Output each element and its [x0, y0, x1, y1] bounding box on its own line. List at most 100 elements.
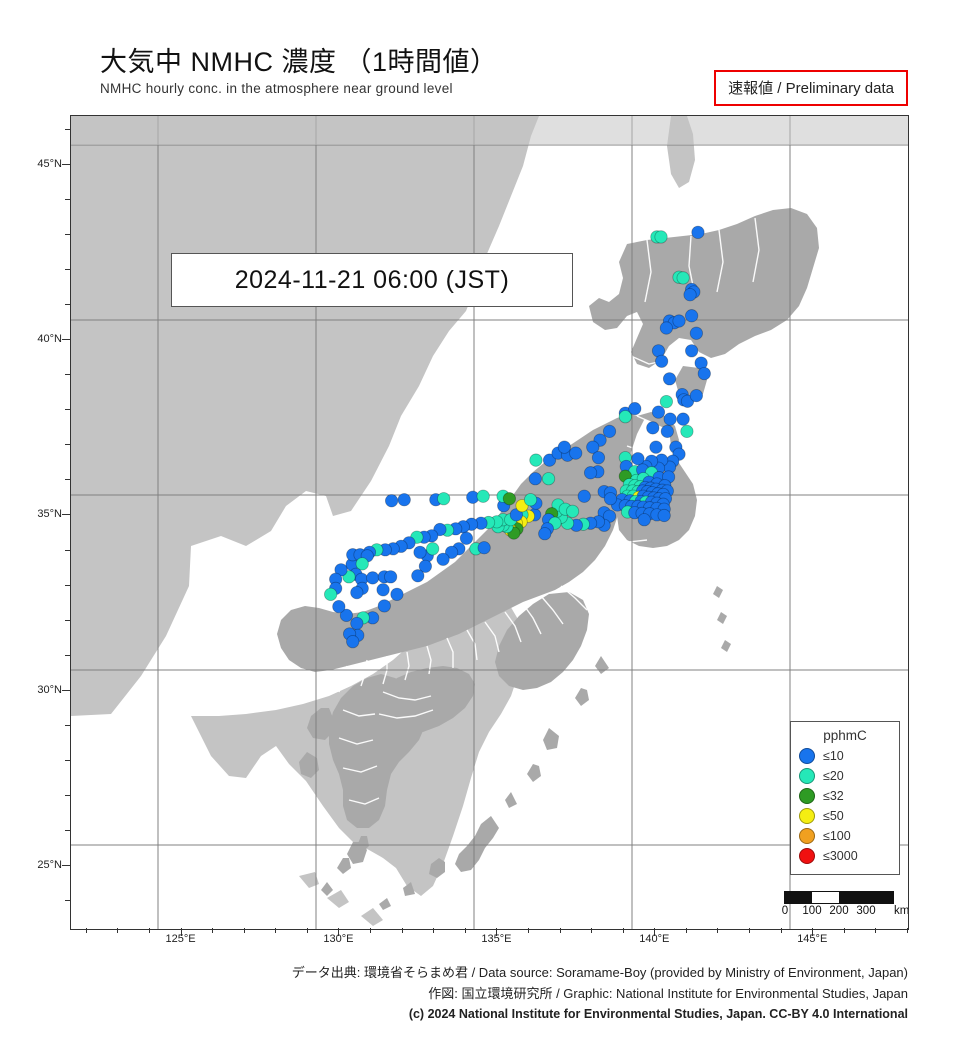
station-marker[interactable] [654, 230, 668, 244]
station-marker[interactable] [646, 421, 660, 435]
legend-row[interactable]: ≤100 [799, 826, 891, 846]
legend-row[interactable]: ≤32 [799, 786, 891, 806]
legend-row[interactable]: ≤50 [799, 806, 891, 826]
station-marker[interactable] [586, 440, 600, 454]
station-marker[interactable] [459, 531, 474, 545]
y-tick-minor [65, 584, 70, 586]
station-marker[interactable] [683, 288, 697, 302]
station-marker[interactable] [324, 587, 338, 601]
kyushu-landmass [299, 674, 425, 864]
station-marker[interactable] [418, 559, 432, 573]
station-marker[interactable] [339, 608, 354, 622]
station-marker[interactable] [502, 492, 516, 506]
legend-label: ≤100 [823, 829, 851, 843]
station-marker[interactable] [637, 513, 651, 527]
station-marker[interactable] [672, 314, 686, 328]
station-marker[interactable] [685, 344, 699, 358]
station-marker[interactable] [651, 405, 666, 419]
y-tick-minor [65, 829, 70, 831]
station-marker[interactable] [346, 635, 360, 649]
station-marker[interactable] [583, 466, 598, 480]
station-marker[interactable] [689, 389, 703, 403]
station-marker[interactable] [376, 583, 390, 597]
x-tick-minor [401, 928, 403, 933]
station-marker[interactable] [411, 569, 425, 583]
station-marker[interactable] [542, 453, 557, 467]
x-tick-minor [148, 928, 150, 933]
station-marker[interactable] [655, 354, 669, 368]
station-marker[interactable] [697, 366, 711, 381]
station-marker[interactable] [390, 587, 404, 601]
station-marker[interactable] [444, 545, 459, 559]
y-tick-mark [62, 689, 70, 691]
station-marker[interactable] [334, 563, 348, 577]
station-marker[interactable] [529, 453, 543, 467]
station-marker[interactable] [602, 424, 617, 438]
station-marker[interactable] [628, 402, 642, 416]
map-plot-area[interactable]: 2024-11-21 06:00 (JST) pphmC ≤10 ≤20 ≤32 ≤5… [70, 115, 909, 930]
x-tick-minor [243, 928, 245, 933]
station-marker[interactable] [350, 616, 364, 631]
station-marker[interactable] [437, 492, 451, 506]
station-marker[interactable] [659, 394, 673, 409]
station-marker[interactable] [591, 451, 606, 465]
legend-row[interactable]: ≤10 [799, 746, 891, 766]
legend-panel: pphmC ≤10 ≤20 ≤32 ≤50 ≤100 ≤3000 [790, 721, 900, 875]
station-marker[interactable] [631, 452, 645, 466]
x-tick-minor [780, 928, 782, 933]
station-marker[interactable] [384, 570, 398, 584]
station-marker[interactable] [355, 557, 369, 571]
station-marker[interactable] [676, 412, 690, 426]
station-marker[interactable] [477, 541, 491, 555]
station-marker[interactable] [649, 440, 663, 454]
station-marker[interactable] [680, 424, 694, 438]
station-marker[interactable] [663, 412, 677, 426]
station-marker[interactable] [384, 494, 399, 508]
station-marker[interactable] [657, 508, 671, 523]
station-marker[interactable] [685, 309, 699, 323]
y-tick-minor [65, 479, 70, 481]
legend-row[interactable]: ≤20 [799, 766, 891, 786]
station-marker[interactable] [618, 410, 632, 424]
footer-data-source: データ出典: 環境省そらまめ君 / Data source: Soramame-… [291, 965, 908, 980]
station-marker[interactable] [397, 493, 411, 507]
station-marker[interactable] [603, 492, 618, 506]
station-marker[interactable] [662, 372, 677, 386]
station-marker[interactable] [476, 489, 490, 503]
station-marker[interactable] [565, 504, 580, 518]
station-marker[interactable] [413, 545, 427, 559]
y-tick-minor [65, 129, 70, 131]
station-marker[interactable] [377, 599, 391, 613]
title-block: 大気中 NMHC 濃度 （1時間値） NMHC hourly conc. in … [100, 40, 498, 96]
station-marker[interactable] [509, 508, 523, 522]
station-marker[interactable] [660, 424, 674, 438]
x-tick-minor [433, 928, 435, 933]
station-marker[interactable] [659, 321, 673, 335]
station-marker[interactable] [528, 472, 542, 486]
station-marker[interactable] [366, 571, 380, 585]
station-marker[interactable] [523, 493, 538, 507]
station-marker[interactable] [577, 489, 591, 503]
legend-rows: ≤10 ≤20 ≤32 ≤50 ≤100 ≤3000 [799, 746, 891, 866]
station-marker[interactable] [332, 599, 346, 614]
station-marker[interactable] [689, 326, 703, 340]
page-subtitle: NMHC hourly conc. in the atmosphere near… [100, 81, 453, 96]
station-marker[interactable] [541, 472, 556, 486]
station-marker[interactable] [557, 440, 571, 454]
station-marker[interactable] [350, 585, 364, 600]
station-marker[interactable] [436, 552, 450, 566]
legend-row[interactable]: ≤3000 [799, 846, 891, 866]
x-tick-label: 145°E [797, 933, 828, 945]
station-marker[interactable] [676, 271, 690, 285]
x-tick-minor [527, 928, 529, 933]
x-tick-label: 140°E [639, 933, 670, 945]
y-tick-minor [65, 549, 70, 551]
legend-title: pphmC [823, 728, 867, 743]
station-marker[interactable] [569, 446, 583, 460]
x-tick-label: 135°E [481, 933, 512, 945]
x-tick-mark [180, 928, 182, 936]
scale-bar: 0 100 200 300 km [782, 891, 908, 921]
station-marker[interactable] [691, 225, 705, 239]
station-marker[interactable] [538, 527, 552, 541]
station-marker[interactable] [426, 542, 440, 556]
